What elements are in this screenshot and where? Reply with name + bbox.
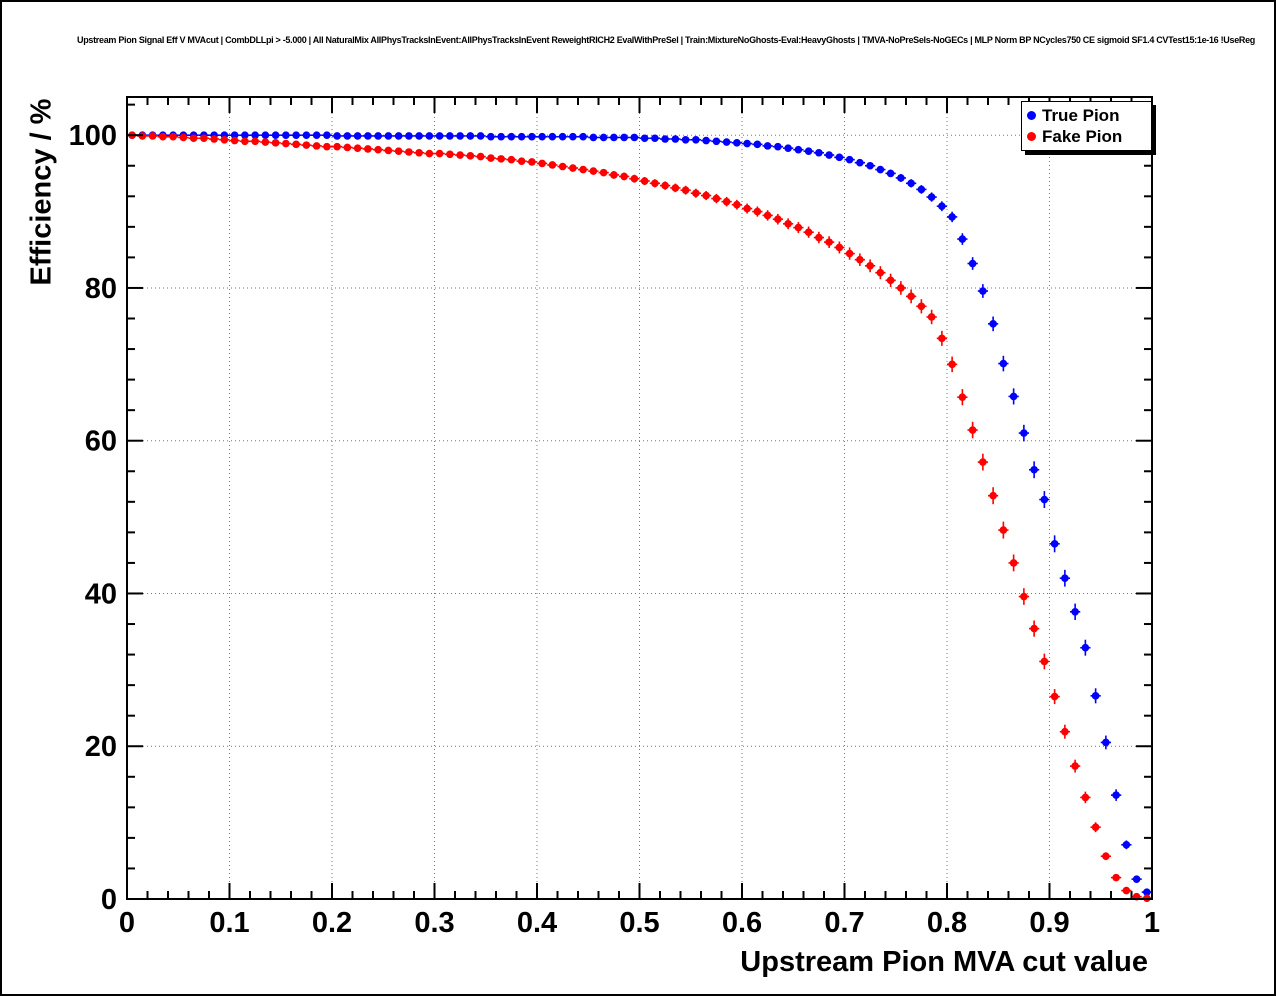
legend: True Pion Fake Pion bbox=[1021, 101, 1152, 151]
svg-text:0.1: 0.1 bbox=[209, 907, 249, 939]
svg-text:100: 100 bbox=[69, 120, 117, 152]
svg-text:0.5: 0.5 bbox=[619, 907, 659, 939]
fake-pion-marker-icon bbox=[1027, 132, 1036, 141]
x-axis-title: Upstream Pion MVA cut value bbox=[740, 946, 1148, 978]
svg-text:0.4: 0.4 bbox=[517, 907, 557, 939]
legend-entry-fake-pion: Fake Pion bbox=[1022, 127, 1151, 147]
svg-text:0.7: 0.7 bbox=[824, 907, 864, 939]
svg-text:80: 80 bbox=[85, 273, 117, 305]
svg-text:20: 20 bbox=[85, 731, 117, 763]
svg-text:0.6: 0.6 bbox=[722, 907, 762, 939]
svg-text:0.8: 0.8 bbox=[927, 907, 967, 939]
svg-text:0.3: 0.3 bbox=[414, 907, 454, 939]
svg-text:40: 40 bbox=[85, 578, 117, 610]
true-pion-marker-icon bbox=[1027, 111, 1036, 120]
plot-title: Upstream Pion Signal Eff V MVAcut | Comb… bbox=[77, 35, 1255, 45]
svg-text:0.2: 0.2 bbox=[312, 907, 352, 939]
svg-text:1: 1 bbox=[1144, 907, 1160, 939]
svg-text:0: 0 bbox=[119, 907, 135, 939]
legend-label-fake-pion: Fake Pion bbox=[1042, 126, 1123, 146]
svg-text:0.9: 0.9 bbox=[1029, 907, 1069, 939]
axis-tick-labels: 0 0.1 0.2 0.3 0.4 0.5 0.6 0.7 0.8 0.9 1 0 20 40 60 80 10… bbox=[69, 120, 1160, 939]
svg-text:60: 60 bbox=[85, 426, 117, 458]
legend-entry-true-pion: True Pion bbox=[1022, 106, 1151, 126]
legend-label-true-pion: True Pion bbox=[1042, 105, 1120, 125]
grid-lines bbox=[127, 97, 1152, 899]
svg-text:0: 0 bbox=[101, 884, 117, 916]
fake-pion-points bbox=[127, 131, 1152, 903]
